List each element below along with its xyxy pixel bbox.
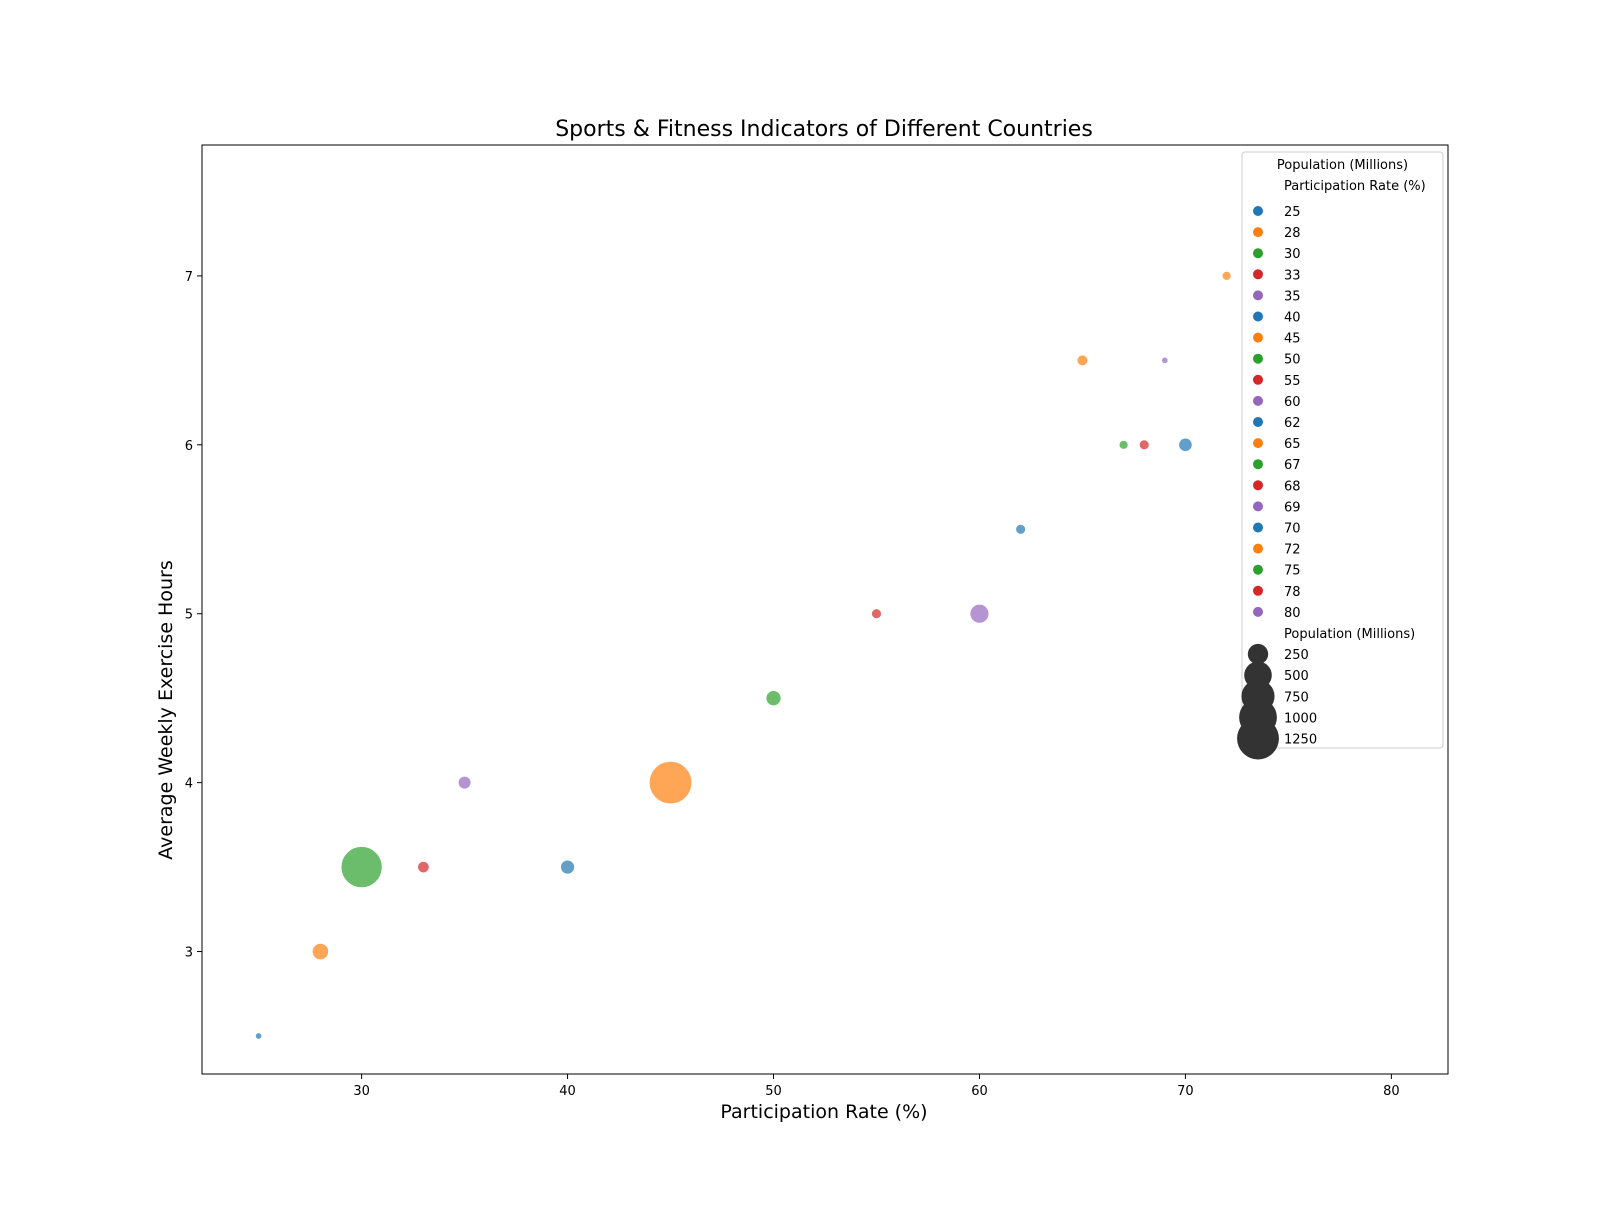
legend-hue-marker	[1253, 269, 1263, 280]
legend-hue-label: 25	[1284, 205, 1301, 220]
legend-size-marker	[1237, 717, 1279, 760]
data-point	[457, 775, 472, 790]
legend-hue-marker	[1253, 564, 1263, 575]
legend-hue-marker	[1253, 585, 1263, 596]
legend-hue-marker	[1253, 606, 1263, 617]
legend-hue-label: 69	[1284, 500, 1301, 515]
legend-hue-marker	[1253, 480, 1263, 491]
legend-hue-label: 60	[1284, 395, 1301, 410]
legend-hue-label: 28	[1284, 226, 1301, 241]
legend-hue-label: 70	[1284, 522, 1301, 537]
legend-hue-marker	[1253, 459, 1263, 470]
y-tick-label: 3	[185, 946, 193, 961]
legend-hue-marker	[1253, 332, 1263, 343]
legend-hue-label: 50	[1284, 353, 1301, 368]
data-point	[311, 942, 330, 961]
legend-hue-label: 33	[1284, 268, 1301, 283]
data-point	[417, 860, 430, 874]
legend-box	[1241, 151, 1444, 749]
legend-hue-label: 40	[1284, 311, 1301, 326]
legend-hue-marker	[1253, 227, 1263, 238]
data-point	[1138, 439, 1150, 451]
data-point	[1118, 439, 1129, 450]
legend-hue-label: 68	[1284, 479, 1301, 494]
legend-hue-label: 55	[1284, 374, 1301, 389]
data-point	[340, 846, 383, 889]
data-point	[1221, 270, 1232, 281]
legend-hue-label: 80	[1284, 606, 1301, 621]
legend-size-label: 500	[1284, 669, 1309, 684]
legend-hue-label: 30	[1284, 247, 1301, 262]
legend-hue-label: 62	[1284, 416, 1301, 431]
x-axis-label: Participation Rate (%)	[720, 1101, 927, 1123]
chart-title: Sports & Fitness Indicators of Different…	[555, 117, 1093, 142]
legend-hue-marker	[1253, 417, 1263, 427]
data-point	[1076, 354, 1089, 367]
x-tick-label: 60	[971, 1084, 988, 1099]
data-point	[560, 859, 575, 875]
x-tick-label: 30	[353, 1084, 370, 1099]
legend: Population (Millions) Participation Rate …	[1237, 151, 1444, 760]
legend-hue-marker	[1253, 395, 1263, 406]
y-tick-label: 6	[185, 439, 193, 454]
legend-hue-title: Participation Rate (%)	[1284, 179, 1426, 194]
legend-hue-marker	[1253, 206, 1263, 216]
legend-hue-label: 67	[1284, 458, 1301, 473]
legend-title: Population (Millions)	[1277, 158, 1408, 173]
x-tick-label: 50	[765, 1084, 782, 1099]
legend-size-label: 250	[1284, 648, 1309, 663]
markers-layer	[254, 270, 1232, 1040]
y-axis-label: Average Weekly Exercise Hours	[155, 560, 177, 859]
data-point	[1015, 523, 1027, 535]
legend-hue-marker	[1253, 501, 1263, 512]
legend-size-marker	[1247, 643, 1269, 665]
legend-hue-label: 65	[1284, 437, 1301, 452]
legend-size-label: 1250	[1284, 733, 1317, 748]
x-tick-label: 40	[559, 1084, 576, 1099]
legend-hue-label: 75	[1284, 564, 1301, 579]
y-tick-label: 4	[185, 777, 193, 792]
x-tick-label: 80	[1383, 1084, 1400, 1099]
legend-size-label: 750	[1284, 690, 1309, 705]
legend-hue-marker	[1253, 543, 1263, 554]
data-point	[1161, 356, 1169, 364]
legend-hue-marker	[1253, 522, 1263, 533]
legend-hue-label: 35	[1284, 289, 1301, 304]
data-point	[871, 608, 882, 620]
data-point	[1178, 437, 1193, 452]
legend-hue-label: 45	[1284, 332, 1301, 347]
plot-frame	[201, 144, 1449, 1075]
legend-size-title: Population (Millions)	[1284, 627, 1415, 642]
y-tick-label: 5	[185, 608, 193, 623]
legend-hue-marker	[1253, 290, 1263, 301]
legend-hue-marker	[1253, 374, 1263, 385]
legend-hue-marker	[1253, 311, 1263, 322]
data-point	[648, 760, 693, 805]
legend-hue-label: 72	[1284, 543, 1301, 558]
y-tick-label: 7	[185, 270, 193, 285]
data-point	[969, 603, 990, 624]
data-point	[765, 690, 782, 707]
legend-hue-label: 78	[1284, 585, 1301, 600]
legend-hue-marker	[1253, 353, 1263, 364]
data-point	[254, 1032, 263, 1040]
legend-hue-marker	[1253, 438, 1263, 449]
x-tick-label: 70	[1177, 1084, 1194, 1099]
legend-hue-marker	[1253, 248, 1263, 259]
legend-size-label: 1000	[1284, 711, 1317, 726]
